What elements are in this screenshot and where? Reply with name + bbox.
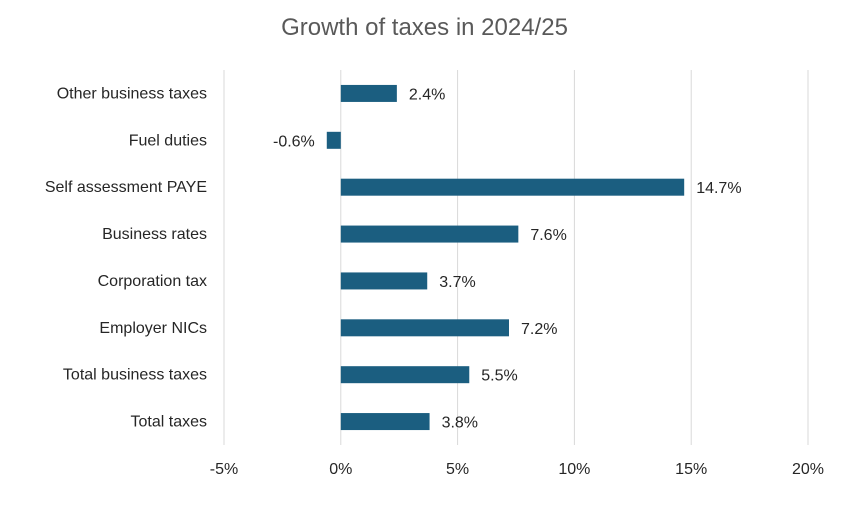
- x-tick-label: 20%: [792, 461, 824, 478]
- data-label: 7.6%: [530, 227, 566, 244]
- x-tick-label: 15%: [675, 461, 707, 478]
- bar: [326, 131, 341, 149]
- bar: [340, 178, 685, 196]
- category-label: Fuel duties: [129, 132, 207, 149]
- bar: [340, 272, 428, 290]
- category-label: Total taxes: [131, 414, 207, 431]
- bars: [326, 84, 685, 431]
- gridlines: [223, 70, 809, 445]
- category-label: Corporation tax: [98, 273, 207, 290]
- x-tick-label: -5%: [210, 461, 238, 478]
- data-label: 3.7%: [439, 274, 475, 291]
- x-tick-label: 10%: [558, 461, 590, 478]
- data-label: 3.8%: [442, 415, 478, 432]
- chart-title: Growth of taxes in 2024/25: [281, 14, 568, 41]
- data-label: 7.2%: [521, 321, 557, 338]
- data-label: 2.4%: [409, 86, 445, 103]
- bar: [340, 319, 509, 337]
- data-label: 5.5%: [481, 368, 517, 385]
- bar: [340, 366, 470, 384]
- category-label: Employer NICs: [99, 320, 207, 337]
- category-label: Total business taxes: [63, 367, 207, 384]
- category-label: Other business taxes: [57, 85, 207, 102]
- bar: [340, 84, 397, 102]
- labels: -5% 0% 5% 10% 15% 20% Other business taxes 2.4%…: [45, 85, 824, 478]
- x-tick-label: 0%: [329, 461, 352, 478]
- data-label: -0.6%: [273, 133, 315, 150]
- x-tick-label: 5%: [446, 461, 469, 478]
- bar: [340, 225, 519, 243]
- category-label: Self assessment PAYE: [45, 179, 207, 196]
- bar: [340, 413, 430, 431]
- data-label: 14.7%: [696, 180, 741, 197]
- category-label: Business rates: [102, 226, 207, 243]
